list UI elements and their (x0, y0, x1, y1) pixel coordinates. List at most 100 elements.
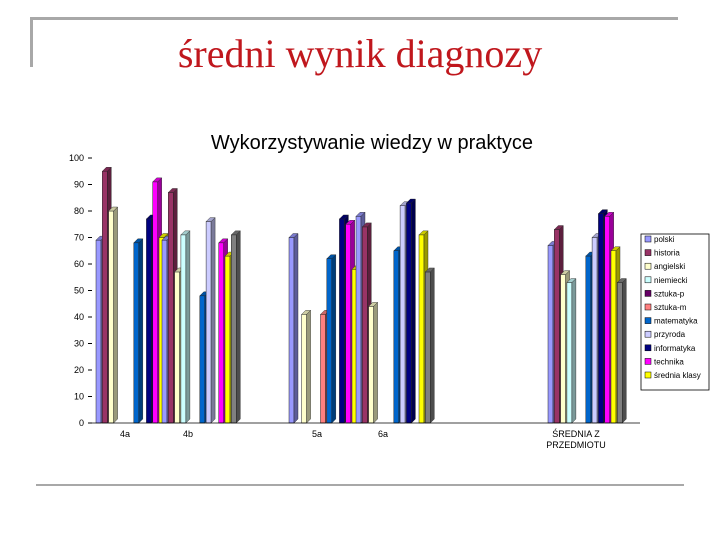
y-tick-label: 20 (74, 365, 84, 375)
bar-front (146, 218, 152, 424)
bar-top (345, 220, 356, 225)
slide-frame-top (30, 17, 678, 20)
bar-front (345, 224, 351, 424)
bar-front (598, 213, 604, 424)
bar-front (339, 218, 345, 424)
x-tick-label: 4a (120, 429, 130, 439)
legend-swatch (644, 290, 652, 297)
legend-swatch (644, 344, 652, 352)
bar-front (617, 282, 623, 424)
x-tick-label: ŚREDNIA Z PRZEDMIOTU (546, 428, 606, 450)
y-tick-label: 30 (74, 339, 84, 349)
bar-top (616, 278, 627, 283)
y-tick-label: 70 (74, 233, 84, 243)
legend-label: technika (654, 357, 684, 366)
bar-top (368, 302, 379, 307)
legend-label: informatyka (654, 344, 696, 353)
slide-frame-left (30, 17, 33, 67)
y-tick-label: 80 (74, 206, 84, 216)
x-tick-label-line: ŚREDNIA Z (552, 428, 600, 439)
legend-label: angielski (654, 262, 685, 271)
bar-top (158, 233, 169, 238)
legend-swatch (644, 330, 652, 338)
y-tick-label: 100 (69, 153, 84, 163)
bar-front (224, 255, 231, 424)
bar-top (566, 278, 577, 283)
bar-top (205, 217, 216, 222)
bar-front (288, 237, 295, 424)
bar-front (585, 255, 592, 424)
legend-label: sztuka-p (654, 289, 685, 298)
bar-front (205, 221, 212, 424)
bar-front (168, 192, 174, 424)
bar-front (554, 229, 560, 424)
y-axis: 0 10 20 30 40 50 60 70 80 90 100 (69, 153, 92, 428)
bar-front (547, 245, 554, 424)
bar-side (373, 301, 378, 424)
bar-front (95, 239, 102, 424)
y-tick-label: 10 (74, 392, 84, 402)
legend-label: historia (654, 249, 680, 258)
bar-side (138, 238, 144, 424)
bar-side (293, 233, 299, 424)
bar-side (622, 278, 627, 424)
bar-front (102, 171, 108, 424)
bar-front (218, 242, 224, 424)
x-tick-label: 4b (183, 429, 193, 439)
bar-front (320, 314, 326, 424)
legend-swatch (644, 317, 652, 324)
y-tick-label: 50 (74, 286, 84, 296)
bar-front (560, 274, 566, 424)
bar-front (362, 226, 368, 424)
bar-top (301, 310, 312, 315)
bar-front (591, 237, 598, 424)
legend-label: niemiecki (654, 276, 688, 285)
bar-front (368, 306, 374, 424)
bar-top (326, 254, 337, 259)
bar-top (133, 238, 144, 244)
bar-front (199, 295, 206, 424)
x-tick-label: 5a (312, 429, 322, 439)
y-tick-label: 90 (74, 180, 84, 190)
bar-top (560, 270, 571, 275)
bar-top (610, 246, 621, 251)
y-tick-label: 0 (79, 418, 84, 428)
bar-front (406, 202, 412, 424)
bar-side (571, 278, 577, 424)
y-tick-label: 60 (74, 259, 84, 269)
bar-front (180, 234, 187, 424)
bar-front (152, 181, 158, 424)
chart-title: Wykorzystywanie wiedzy w praktyce (211, 132, 533, 154)
legend-swatch (644, 249, 652, 256)
bar-side (331, 254, 336, 424)
x-tick-label-line: PRZEDMIOTU (546, 440, 606, 450)
bar-top (230, 230, 241, 236)
bar-front (393, 250, 400, 424)
bar-top (355, 212, 366, 217)
bar-side (185, 230, 191, 424)
bar-top (405, 198, 416, 204)
bar-top (101, 167, 112, 172)
legend-label: sztuka-m (654, 303, 687, 312)
legend: polski historia angielski niemiecki sztuka-p… (640, 233, 710, 391)
legend-swatch (644, 371, 652, 379)
legend-swatch (644, 303, 652, 311)
bar-side (306, 309, 311, 424)
bar-front (399, 205, 406, 424)
x-axis-labels: 4a 4b 5a 6a ŚREDNIA Z PRZEDMIOTU (120, 428, 606, 450)
bar-side (430, 267, 435, 424)
bar-top (418, 230, 429, 236)
bar-front (425, 271, 431, 424)
bar-top (152, 177, 163, 183)
bar-front (133, 242, 140, 424)
legend-swatch (644, 235, 652, 243)
bar-front (174, 271, 180, 424)
y-tick-label: 40 (74, 312, 84, 322)
legend-label: średnia klasy (654, 371, 701, 380)
legend-box (640, 233, 710, 391)
bar-front (566, 282, 573, 424)
legend-swatch (644, 276, 652, 284)
bar-side (113, 206, 118, 424)
legend-label: polski (654, 235, 675, 244)
bar-top (597, 209, 608, 214)
